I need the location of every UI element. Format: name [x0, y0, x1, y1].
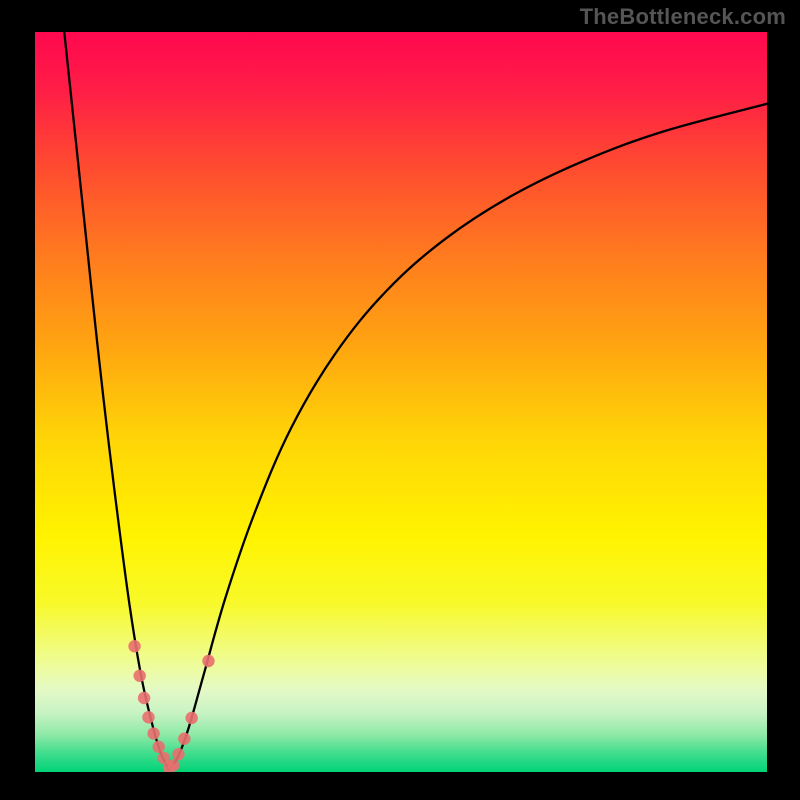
data-marker — [153, 741, 165, 753]
stage: TheBottleneck.com — [0, 0, 800, 800]
data-marker — [142, 711, 154, 723]
data-marker — [178, 733, 190, 745]
plot-area — [35, 32, 767, 772]
data-marker — [185, 712, 197, 724]
data-marker — [128, 640, 140, 652]
watermark-text: TheBottleneck.com — [580, 4, 786, 30]
curve-left-branch — [64, 32, 169, 769]
data-marker — [167, 759, 179, 771]
curve-right-branch — [169, 104, 767, 769]
curve-layer — [35, 32, 767, 772]
data-marker — [147, 727, 159, 739]
data-marker — [172, 748, 184, 760]
data-marker — [138, 692, 150, 704]
data-marker — [133, 670, 145, 682]
data-marker — [202, 655, 214, 667]
